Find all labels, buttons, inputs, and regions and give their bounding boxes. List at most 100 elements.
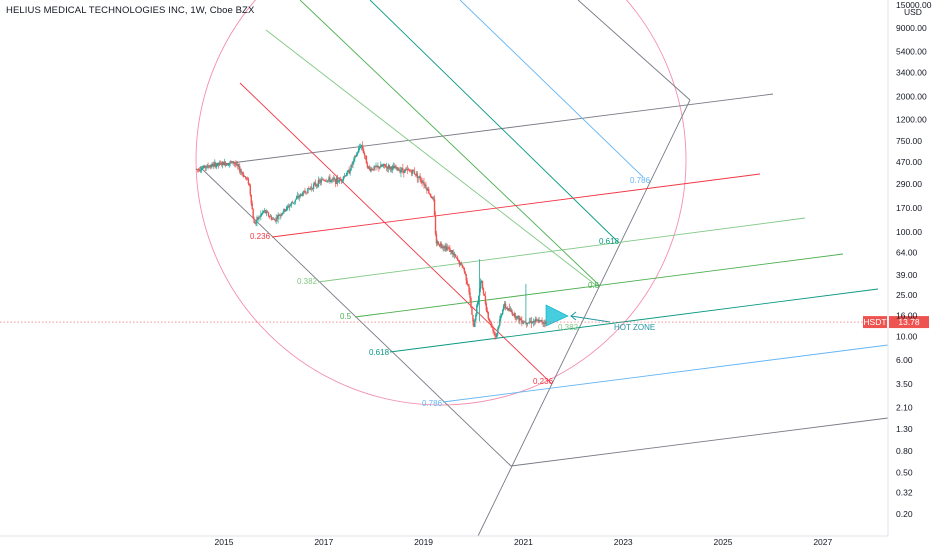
candle-body [531,322,534,324]
candle-body [481,280,484,289]
candles-layer [195,141,547,340]
candle-body [229,161,231,164]
y-tick-label: 0.80 [896,446,913,456]
candle-body [330,180,332,182]
candle-body [484,295,487,304]
chan-fib-0786[interactable] [442,344,889,403]
trend-line-upper[interactable] [199,93,774,168]
candle-body [196,169,199,170]
candle-body [376,165,378,167]
candle-body [206,165,208,168]
candle-body [486,310,489,313]
candle-body [263,210,265,212]
candle-body [255,221,257,224]
candle-body [388,165,391,169]
candle-body [264,210,267,214]
candle-body [349,170,351,174]
candle-body [426,188,428,191]
candle-body [263,210,266,212]
candle-body [201,168,204,170]
candle-body [384,165,387,168]
candle-body [287,206,290,208]
candle-body [382,163,385,166]
candle-body [444,245,446,249]
y-tick-label: 10.00 [896,332,918,342]
candle-body [320,179,323,183]
candle-body [475,315,477,321]
candle-body [207,165,209,167]
candle-body [395,166,397,169]
candle-body [541,320,543,323]
candle-body [453,253,455,255]
chan-fib-0382[interactable] [317,217,806,283]
candle-body [306,192,308,194]
candle-body [282,212,284,214]
hot-zone-triangle[interactable] [545,304,569,327]
pitch-line-bottom[interactable] [510,417,889,467]
candle-body [461,264,464,268]
candle-body [366,163,369,168]
candle-body [512,314,514,316]
candle-body [409,170,412,172]
candle-body [399,169,401,173]
candle-body [275,217,277,222]
y-tick-label: 470.00 [896,157,922,167]
candle-body [406,169,408,170]
diag-fib-0618[interactable] [369,0,619,243]
candle-body [313,182,316,185]
candle-body [195,169,198,170]
candle-body [329,177,331,182]
candle-body [423,182,425,185]
drawings-layer[interactable] [195,0,889,537]
candle-body [356,153,358,157]
candle-body [198,169,201,171]
candle-body [508,308,511,311]
candle-body [328,177,330,180]
fib-level-label: 0.618 [369,348,390,357]
candle-body [334,178,336,180]
candle-body [332,178,334,180]
candle-body [499,319,501,326]
candle-body [217,162,220,165]
candle-body [467,284,469,287]
candle-body [219,162,222,164]
y-tick-label: 16.00 [896,310,918,320]
candle-body [371,168,373,170]
fib-level-label: 0.236 [533,377,554,386]
candle-body [433,199,436,216]
candle-body [362,149,365,154]
candle-body [471,307,473,315]
candle-body [415,173,418,175]
fib-level-label: 0.382 [297,277,318,286]
y-tick-label: 3.50 [896,379,913,389]
pitch-line-top[interactable] [577,0,691,101]
candle-body [216,162,219,165]
chan-fib-0618[interactable] [389,288,879,353]
chan-fib-0236[interactable] [271,173,761,238]
candle-body [470,298,472,308]
hot-zone-arrow[interactable] [570,315,611,323]
candle-body [311,188,314,190]
candle-body [352,161,354,165]
candle-body [400,170,402,173]
diag-fib-0382[interactable] [265,29,598,287]
candle-body [319,181,322,183]
candle-body [261,213,263,215]
y-tick-label: 3400.00 [896,67,927,77]
candle-body [239,166,241,172]
candle-body [243,176,246,178]
chan-fib-05[interactable] [354,253,844,318]
candle-body [344,175,346,177]
y-tick-label: 0.20 [896,509,913,519]
candle-body [544,322,546,324]
candle-body [354,155,356,159]
diag-fib-0786[interactable] [459,0,644,178]
diag-fib-05[interactable] [299,0,601,287]
x-tick-label: 2025 [714,537,733,547]
candle-body [346,171,348,175]
candle-body [503,303,506,306]
diag-fib-0236[interactable] [239,82,553,385]
fib-circle[interactable] [195,0,687,406]
candle-body [401,168,403,171]
